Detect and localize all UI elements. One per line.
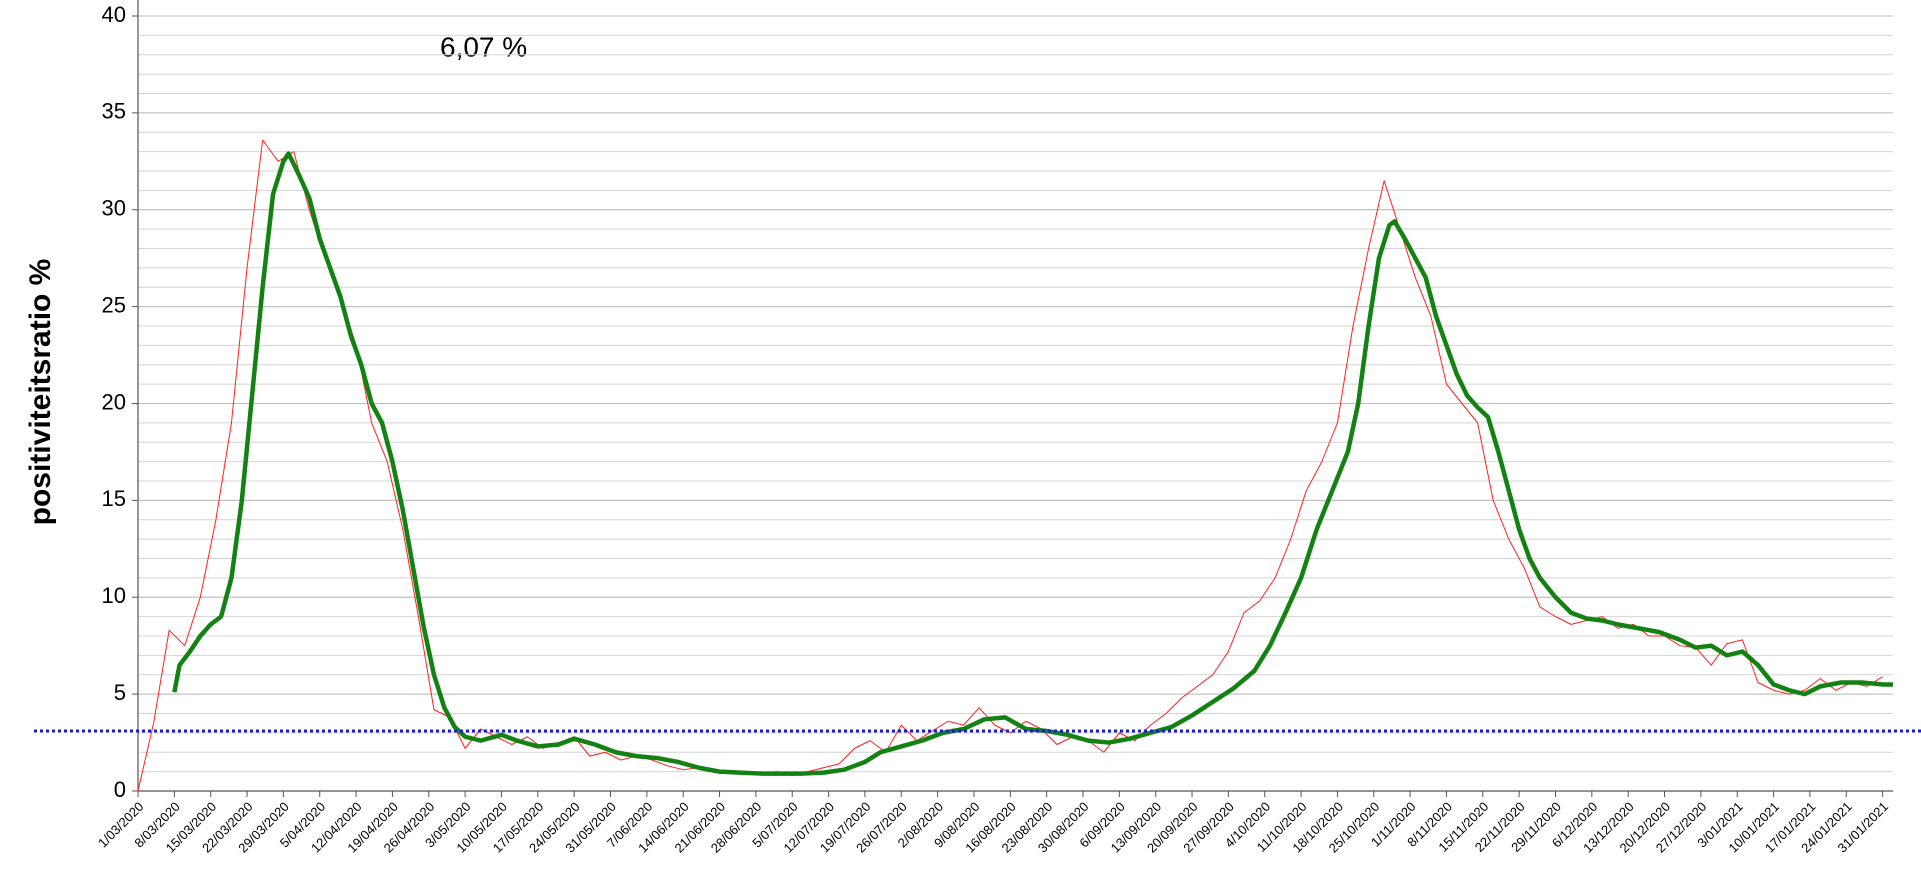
y-tick-label: 5 — [114, 680, 126, 705]
y-axis-title: positiviteitsratio % — [24, 259, 57, 526]
annotation: 6,07 % — [440, 31, 527, 62]
y-tick-label: 0 — [114, 777, 126, 802]
y-tick-label: 30 — [102, 196, 126, 221]
y-tick-label: 35 — [102, 99, 126, 124]
y-tick-label: 40 — [102, 2, 126, 27]
data-line — [137, 139, 1883, 792]
y-tick-label: 10 — [102, 583, 126, 608]
y-tick-label: 25 — [102, 292, 126, 317]
y-tick-label: 20 — [102, 389, 126, 414]
y-tick-label: 15 — [102, 486, 126, 511]
data-line — [172, 151, 1893, 776]
